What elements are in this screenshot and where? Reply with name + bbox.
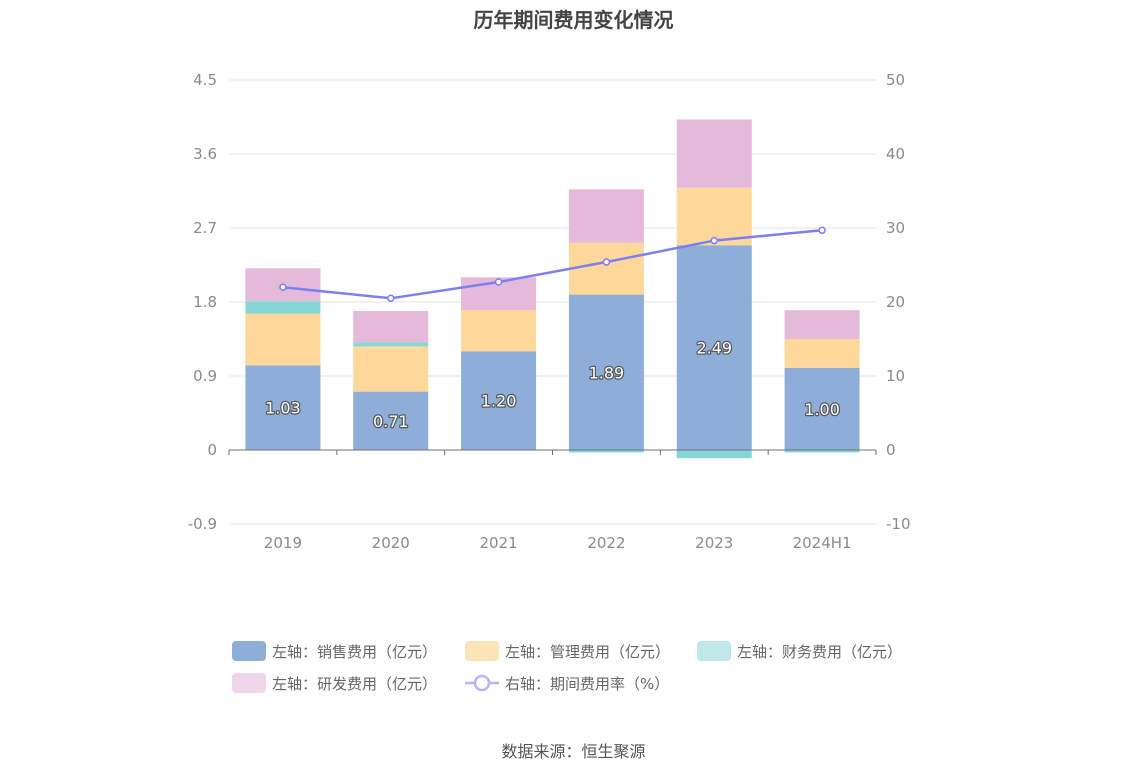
y-right-tick-label: 30 xyxy=(886,219,905,237)
y-left-tick-label: 0 xyxy=(207,441,217,459)
bar-segment xyxy=(676,119,752,188)
y-right-tick-label: 10 xyxy=(886,367,905,385)
x-category-label: 2020 xyxy=(372,534,410,552)
legend-item[interactable]: 右轴：期间费用率（%） xyxy=(465,674,669,693)
y-left-tick-label: 3.6 xyxy=(193,145,217,163)
bar-data-labels: 1.03 0.71 1.20 1.89 2.49 1.00 xyxy=(264,337,841,432)
bar-series xyxy=(245,119,860,459)
bar-segment xyxy=(245,313,321,366)
bar-segment xyxy=(784,450,860,453)
y-left-tick-label: -0.9 xyxy=(188,515,217,533)
bar-segment xyxy=(676,245,752,450)
legend-label: 左轴：财务费用（亿元） xyxy=(737,643,902,661)
bar-segment xyxy=(353,346,429,392)
bar-segment xyxy=(353,342,429,347)
bar-segment xyxy=(245,301,321,314)
legend-item[interactable]: 左轴：销售费用（亿元） xyxy=(232,641,437,661)
bar-segment xyxy=(568,294,644,450)
y-left-tick-label: 0.9 xyxy=(193,367,217,385)
expense-ratio-line-path xyxy=(282,228,823,300)
legend-swatch xyxy=(697,641,731,661)
bar-segment xyxy=(784,367,860,450)
x-category-label: 2022 xyxy=(587,534,625,552)
line-point xyxy=(818,226,826,234)
y-right-tick-label: 20 xyxy=(886,293,905,311)
legend-line-marker xyxy=(473,674,491,692)
bar-data-label: 1.20 xyxy=(481,392,517,411)
bar-data-label: 1.03 xyxy=(265,399,301,418)
source-note: 数据来源：恒生聚源 xyxy=(501,742,646,761)
x-category-label: 2023 xyxy=(695,534,733,552)
expense-ratio-line xyxy=(279,226,826,303)
legend-swatch xyxy=(232,673,266,693)
bar-segment xyxy=(568,242,644,295)
bar-data-label: 0.71 xyxy=(373,412,409,431)
legend-item[interactable]: 左轴：财务费用（亿元） xyxy=(697,641,902,661)
y-right-tick-label: 0 xyxy=(886,441,896,459)
bar-segment xyxy=(461,310,537,352)
y-right-tick-label: -10 xyxy=(886,515,911,533)
legend-label: 左轴：销售费用（亿元） xyxy=(272,643,437,661)
x-category-label: 2021 xyxy=(479,534,517,552)
line-point xyxy=(710,236,718,245)
x-category-label: 2024H1 xyxy=(793,534,852,552)
bar-segment xyxy=(461,351,537,450)
bar-segment xyxy=(353,311,429,343)
x-axis: 2019 2020 2021 2022 2023 2024H1 xyxy=(228,449,877,552)
bar-data-label: 1.89 xyxy=(589,363,625,382)
line-point xyxy=(602,258,611,266)
grid-lines: 4.5 50 3.6 40 2.7 30 1.8 20 0.9 10 0 0 -0.9 -10 xyxy=(188,71,911,533)
legend[interactable]: 左轴：销售费用（亿元） 左轴：管理费用（亿元） 左轴：财务费用（亿元） 左轴：研发费用… xyxy=(232,641,902,693)
bar-segment xyxy=(568,189,644,243)
bar-data-label: 2.49 xyxy=(696,339,732,358)
y-right-tick-label: 40 xyxy=(886,145,905,163)
line-point xyxy=(387,294,395,303)
y-left-tick-label: 2.7 xyxy=(193,219,217,237)
bar-segment xyxy=(676,187,752,246)
bar-segment xyxy=(676,450,752,459)
bar-segment xyxy=(245,365,321,450)
legend-label: 左轴：研发费用（亿元） xyxy=(272,675,437,693)
y-right-tick-label: 50 xyxy=(886,71,905,89)
y-left-tick-label: 1.8 xyxy=(193,293,217,311)
legend-swatch xyxy=(465,641,499,661)
bar-segment xyxy=(784,339,860,368)
chart-title: 历年期间费用变化情况 xyxy=(473,8,674,32)
legend-item[interactable]: 左轴：研发费用（亿元） xyxy=(232,673,437,693)
x-category-label: 2019 xyxy=(264,534,302,552)
legend-item[interactable]: 左轴：管理费用（亿元） xyxy=(465,641,670,661)
bar-segment xyxy=(784,310,860,339)
legend-label: 左轴：管理费用（亿元） xyxy=(505,643,670,661)
legend-label: 右轴：期间费用率（%） xyxy=(505,675,669,693)
y-left-tick-label: 4.5 xyxy=(193,71,217,89)
legend-swatch xyxy=(232,641,266,661)
line-point xyxy=(494,278,503,286)
line-point xyxy=(279,283,287,291)
bar-segment xyxy=(353,391,429,450)
bar-segment xyxy=(568,450,644,453)
bar-data-label: 1.00 xyxy=(804,400,840,419)
